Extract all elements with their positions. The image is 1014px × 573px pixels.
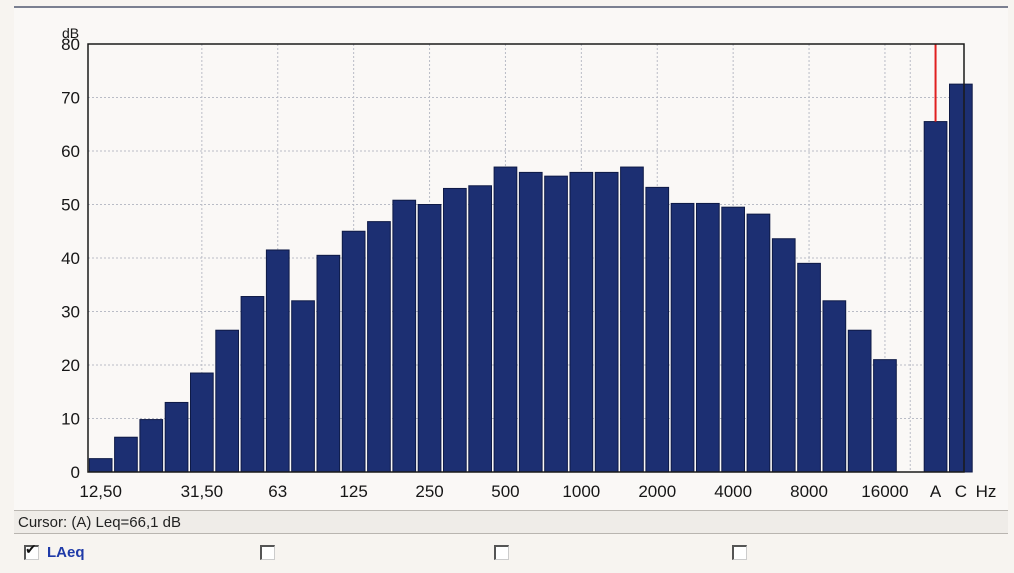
x-tick-label: 8000 — [790, 482, 828, 501]
bar-12.5 — [88, 458, 113, 473]
series-label: LAeq — [47, 543, 85, 561]
bars — [88, 44, 973, 473]
x-axis-unit-label: Hz — [976, 482, 997, 501]
y-tick-label: 30 — [61, 303, 80, 322]
cursor-readout: Cursor: (A) Leq=66,1 dB — [18, 514, 182, 531]
bar-3150 — [696, 202, 720, 473]
bar-50 — [240, 296, 265, 473]
bar-4000 — [721, 206, 745, 473]
spectrum-chart: 0 10 20 30 40 50 60 70 80 12,50 31,50 63 125 250 500 10… — [14, 6, 1008, 510]
x-tick-label: A — [930, 482, 942, 501]
bar-A — [923, 121, 948, 473]
bar-25 — [164, 401, 189, 473]
bar-1250 — [594, 171, 619, 473]
bar-630 — [518, 171, 543, 473]
y-tick-label: 0 — [71, 463, 80, 482]
series-toggle-row: ✔ LAeq — [14, 536, 1008, 568]
bar-6300 — [771, 238, 796, 473]
bar-1000 — [569, 171, 594, 473]
x-tick-label: 12,50 — [79, 482, 122, 501]
x-tick-label: 63 — [268, 482, 287, 501]
bar-160 — [367, 221, 391, 473]
bar-C — [949, 83, 973, 473]
y-axis-unit-label: dB — [62, 25, 79, 41]
spectrum-chart-svg: 0 10 20 30 40 50 60 70 80 12,50 31,50 63 125 250 500 10… — [61, 25, 997, 501]
bar-800 — [544, 175, 568, 473]
y-tick-label: 60 — [61, 142, 80, 161]
bar-100 — [316, 254, 341, 473]
bar-80 — [291, 300, 315, 473]
bar-5000 — [746, 213, 771, 473]
bar-31.5 — [190, 372, 214, 473]
bar-16000 — [873, 359, 897, 473]
x-tick-label: 31,50 — [181, 482, 224, 501]
bar-12500 — [847, 329, 872, 473]
bar-315 — [443, 187, 467, 473]
checkbox[interactable] — [494, 544, 509, 560]
bar-2000 — [645, 186, 670, 473]
y-tick-label: 10 — [61, 410, 80, 429]
series-toggle-4[interactable] — [732, 542, 755, 562]
x-tick-label: 4000 — [714, 482, 752, 501]
checkbox[interactable]: ✔ — [24, 541, 39, 560]
cursor-status-bar: Cursor: (A) Leq=66,1 dB — [14, 510, 1008, 534]
x-tick-label: 250 — [415, 482, 443, 501]
x-tick-label: 16000 — [861, 482, 908, 501]
bar-250 — [417, 204, 442, 473]
x-tick-label: 2000 — [638, 482, 676, 501]
checkbox[interactable] — [732, 544, 747, 560]
series-toggle-3[interactable] — [494, 542, 517, 562]
series-toggle-2[interactable] — [260, 542, 283, 562]
y-tick-label: 20 — [61, 356, 80, 375]
x-tick-label: 500 — [491, 482, 519, 501]
x-tick-label: C — [955, 482, 967, 501]
bar-400 — [468, 185, 492, 473]
x-tick-label: 125 — [339, 482, 367, 501]
y-tick-label: 40 — [61, 249, 80, 268]
bar-16 — [114, 436, 138, 473]
bar-1600 — [620, 166, 644, 473]
bar-20 — [139, 419, 164, 473]
y-tick-label: 50 — [61, 196, 80, 215]
series-toggle-laeq[interactable]: ✔ LAeq — [24, 541, 85, 562]
bar-40 — [215, 329, 240, 473]
bar-500 — [493, 166, 518, 473]
checkbox[interactable] — [260, 544, 275, 560]
check-mark-icon: ✔ — [25, 540, 37, 557]
axes: 0 10 20 30 40 50 60 70 80 12,50 31,50 63 125 250 500 10… — [61, 35, 967, 501]
x-tick-label: 1000 — [562, 482, 600, 501]
bar-63 — [265, 249, 290, 473]
bar-2500 — [670, 202, 695, 473]
bar-125 — [341, 230, 366, 473]
y-tick-label: 70 — [61, 89, 80, 108]
bar-8000 — [797, 262, 821, 473]
bar-10000 — [822, 300, 847, 473]
plot-frame — [87, 43, 965, 473]
y-tick-label: 80 — [61, 35, 80, 54]
bar-200 — [392, 199, 417, 473]
